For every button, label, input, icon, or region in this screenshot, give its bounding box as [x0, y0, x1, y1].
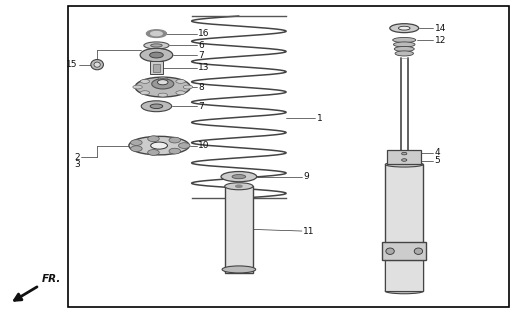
- Ellipse shape: [140, 48, 173, 62]
- Ellipse shape: [135, 77, 190, 97]
- Text: 4: 4: [435, 148, 440, 157]
- Text: 7: 7: [198, 102, 204, 111]
- Ellipse shape: [393, 37, 416, 43]
- Text: 13: 13: [198, 63, 210, 72]
- Ellipse shape: [183, 85, 193, 89]
- Ellipse shape: [151, 44, 162, 47]
- Ellipse shape: [402, 152, 407, 155]
- Text: 8: 8: [198, 83, 204, 92]
- Text: 2: 2: [74, 153, 80, 162]
- Bar: [150, 61, 163, 74]
- Ellipse shape: [150, 52, 163, 58]
- Ellipse shape: [394, 42, 415, 47]
- Ellipse shape: [225, 183, 253, 190]
- Text: 10: 10: [198, 141, 210, 150]
- Text: 9: 9: [303, 172, 309, 181]
- Ellipse shape: [386, 248, 394, 254]
- Ellipse shape: [140, 79, 150, 83]
- Ellipse shape: [222, 266, 256, 273]
- Text: 15: 15: [66, 60, 78, 69]
- Ellipse shape: [158, 77, 167, 81]
- Ellipse shape: [141, 101, 172, 112]
- Ellipse shape: [178, 143, 190, 148]
- Text: 12: 12: [435, 36, 446, 44]
- Ellipse shape: [395, 51, 414, 56]
- Bar: [385, 260, 423, 291]
- Ellipse shape: [236, 185, 242, 188]
- Ellipse shape: [385, 289, 423, 294]
- Ellipse shape: [232, 175, 246, 179]
- Text: 6: 6: [198, 41, 204, 50]
- Ellipse shape: [151, 142, 167, 149]
- Ellipse shape: [146, 30, 166, 37]
- Ellipse shape: [140, 91, 150, 95]
- Text: 5: 5: [435, 156, 440, 165]
- Text: 16: 16: [198, 29, 210, 38]
- Ellipse shape: [414, 248, 423, 254]
- Ellipse shape: [169, 148, 181, 154]
- Ellipse shape: [176, 91, 185, 95]
- Ellipse shape: [394, 46, 414, 52]
- Ellipse shape: [150, 104, 163, 108]
- Ellipse shape: [169, 137, 181, 143]
- Text: 11: 11: [303, 227, 315, 236]
- Ellipse shape: [158, 80, 168, 85]
- Ellipse shape: [152, 79, 174, 89]
- Text: 3: 3: [74, 160, 80, 169]
- Ellipse shape: [158, 93, 167, 97]
- Ellipse shape: [176, 79, 185, 83]
- Ellipse shape: [151, 32, 162, 36]
- Bar: [382, 242, 426, 260]
- Ellipse shape: [94, 62, 100, 67]
- Ellipse shape: [385, 162, 423, 167]
- Ellipse shape: [390, 24, 419, 33]
- Bar: [387, 150, 421, 164]
- Bar: [225, 186, 253, 273]
- Ellipse shape: [133, 85, 142, 89]
- Text: 14: 14: [435, 24, 446, 33]
- Ellipse shape: [131, 146, 142, 152]
- Text: 1: 1: [317, 114, 322, 123]
- Ellipse shape: [148, 149, 159, 155]
- Ellipse shape: [129, 136, 189, 155]
- Text: 7: 7: [198, 51, 204, 60]
- Ellipse shape: [148, 136, 159, 142]
- Ellipse shape: [144, 42, 169, 49]
- Ellipse shape: [221, 172, 257, 182]
- Ellipse shape: [131, 140, 142, 145]
- Ellipse shape: [398, 26, 410, 30]
- Bar: [385, 164, 423, 291]
- Ellipse shape: [91, 60, 103, 70]
- Text: FR.: FR.: [42, 274, 61, 284]
- Ellipse shape: [402, 159, 407, 161]
- Bar: [153, 64, 160, 72]
